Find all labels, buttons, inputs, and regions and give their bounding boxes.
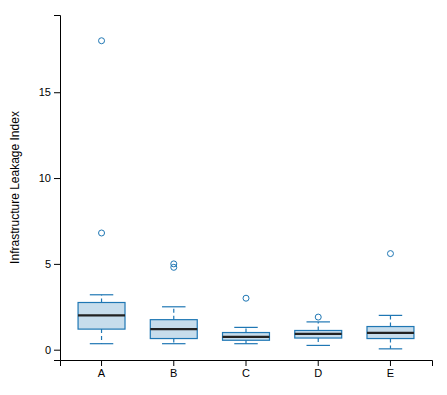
cap-high — [90, 294, 113, 295]
y-tick: 10 — [39, 172, 60, 184]
y-tick-label: 0 — [45, 344, 51, 356]
box — [295, 330, 342, 338]
y-tick: 15 — [39, 86, 60, 98]
whisker-high — [173, 307, 174, 320]
y-tick-mark — [54, 350, 60, 351]
median — [150, 328, 197, 330]
cap-low — [162, 343, 185, 344]
cap-high — [234, 327, 257, 328]
boxes — [78, 38, 414, 349]
box-group — [295, 314, 342, 345]
box — [223, 333, 270, 341]
chart: 0 5 10 15 A B C D E Infrastructure Leakage Index — [0, 0, 447, 395]
median — [223, 336, 270, 338]
outlier — [99, 230, 105, 236]
x-tick-mark — [173, 360, 174, 366]
x-tick: D — [314, 360, 322, 379]
x-tick: A — [98, 360, 106, 379]
x-tick: E — [387, 360, 394, 379]
whisker-low — [173, 339, 174, 344]
x-tick: B — [170, 360, 177, 379]
outlier — [243, 295, 249, 301]
y-tick-label: 15 — [39, 86, 51, 98]
box — [150, 320, 197, 339]
x-tick-mark — [101, 360, 102, 366]
x-tick-label: D — [314, 367, 322, 379]
box-group — [367, 251, 414, 349]
y-tick: 5 — [45, 258, 60, 270]
whisker-high — [101, 295, 102, 303]
outlier — [387, 251, 393, 257]
x-tick-mark — [318, 360, 319, 366]
outlier — [171, 261, 177, 267]
cap-low — [90, 343, 113, 344]
x-tick-mark — [390, 360, 391, 366]
y-tick-mark — [54, 92, 60, 93]
whisker-high — [245, 327, 246, 332]
whisker-high — [390, 315, 391, 326]
whisker-high — [318, 322, 319, 331]
x-tick-label: B — [170, 367, 177, 379]
x-tick-label: A — [98, 367, 106, 379]
whisker-low — [318, 338, 319, 345]
y-tick-mark — [54, 178, 60, 179]
cap-high — [379, 315, 402, 316]
outlier — [99, 38, 105, 44]
y-axis-title: Infrastructure Leakage Index — [8, 111, 22, 264]
x-tick: C — [242, 360, 250, 379]
y-tick-label: 5 — [45, 258, 51, 270]
median — [78, 314, 125, 316]
x-axis: A B C D E — [61, 360, 433, 379]
box — [367, 327, 414, 339]
x-tick-mark — [246, 360, 247, 366]
box — [78, 303, 125, 330]
y-axis-line — [54, 16, 61, 361]
x-axis-line — [61, 361, 433, 367]
x-tick-label: E — [387, 367, 394, 379]
outlier — [315, 314, 321, 320]
median — [295, 333, 342, 335]
x-tick-label: C — [242, 367, 250, 379]
cap-high — [162, 306, 185, 307]
whisker-low — [390, 339, 391, 349]
box-group — [223, 295, 270, 343]
y-tick-label: 10 — [39, 172, 51, 184]
cap-low — [306, 345, 329, 346]
median — [367, 332, 414, 334]
y-tick: 0 — [45, 344, 60, 356]
cap-low — [234, 343, 257, 344]
cap-high — [306, 321, 329, 322]
plot: 0 5 10 15 A B C D E — [39, 16, 433, 379]
box-group — [150, 261, 197, 344]
whisker-low — [101, 329, 102, 344]
cap-low — [379, 348, 402, 349]
box-group — [78, 38, 125, 344]
y-tick-mark — [54, 264, 60, 265]
y-axis: 0 5 10 15 — [39, 16, 61, 361]
